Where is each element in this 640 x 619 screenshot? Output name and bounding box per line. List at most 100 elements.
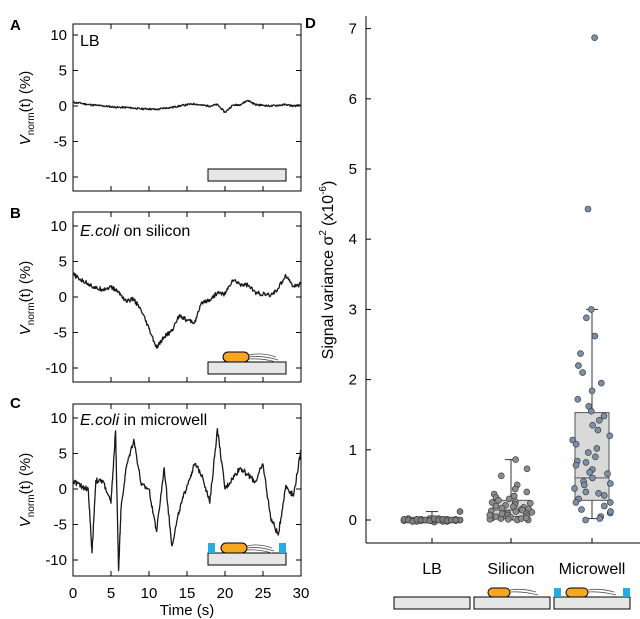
data-point bbox=[575, 362, 582, 369]
microwell-wall-left-icon bbox=[554, 588, 561, 597]
data-point bbox=[569, 436, 577, 444]
data-point bbox=[577, 350, 584, 357]
data-point bbox=[591, 34, 598, 42]
silicon-bacterium-icon bbox=[487, 587, 511, 598]
data-point bbox=[593, 445, 601, 452]
data-point bbox=[604, 470, 611, 478]
bacterium-icon bbox=[220, 542, 248, 554]
microwell-wall-right-icon bbox=[279, 543, 286, 553]
y-tick-label: 0 bbox=[349, 512, 357, 529]
substrate-icon bbox=[207, 552, 287, 566]
microwell-bacterium-icon bbox=[565, 587, 589, 598]
y-tick-label: 7 bbox=[349, 21, 357, 38]
data-point bbox=[607, 508, 614, 515]
data-point bbox=[523, 465, 531, 473]
data-point bbox=[582, 516, 589, 524]
x-tick-label: 10 bbox=[141, 585, 158, 602]
data-point bbox=[505, 495, 513, 503]
data-point bbox=[497, 472, 505, 480]
data-point bbox=[452, 516, 460, 524]
y-tick-label: 10 bbox=[50, 218, 67, 235]
bacterium-icon bbox=[222, 351, 250, 363]
x-tick-label: 0 bbox=[69, 585, 77, 602]
data-point bbox=[582, 488, 590, 496]
y-tick-label: 10 bbox=[50, 27, 67, 44]
data-point bbox=[586, 468, 593, 476]
panel-a: A LB 10 5 0 -5 -10 Vnorm(t) (%) bbox=[10, 17, 302, 192]
data-point bbox=[571, 485, 578, 492]
y-tick-label: -5 bbox=[54, 134, 67, 151]
data-point bbox=[522, 514, 530, 522]
data-point bbox=[580, 481, 588, 489]
panel-a-trace bbox=[72, 99, 302, 114]
data-point bbox=[512, 456, 519, 463]
panel-c-trace bbox=[72, 427, 302, 572]
microwell-flagella-icon bbox=[587, 588, 617, 596]
data-point bbox=[600, 412, 608, 420]
substrate-icon bbox=[207, 168, 287, 182]
data-point bbox=[582, 459, 590, 466]
data-point bbox=[595, 489, 602, 497]
panel-letter-b: B bbox=[10, 205, 21, 222]
data-point bbox=[587, 306, 595, 313]
y-tick-label: 0 bbox=[59, 289, 67, 306]
microwell-substrate-icon bbox=[553, 596, 631, 610]
x-tick-label: 20 bbox=[217, 585, 234, 602]
data-point bbox=[572, 461, 580, 469]
data-point bbox=[594, 426, 602, 434]
panel-a-axes bbox=[72, 23, 302, 192]
data-point bbox=[600, 492, 608, 499]
y-tick-label: 5 bbox=[59, 446, 67, 463]
panel-d-boxes bbox=[413, 308, 610, 523]
y-tick-label: -10 bbox=[45, 552, 67, 569]
data-point bbox=[597, 379, 605, 387]
y-tick-label: 5 bbox=[59, 63, 67, 80]
flagella-icon bbox=[246, 544, 275, 554]
silicon-substrate-icon bbox=[473, 596, 551, 610]
panel-c-y-ticks: 10 5 0 -5 -10 bbox=[45, 410, 301, 569]
data-point bbox=[584, 449, 592, 456]
y-tick-label: 2 bbox=[349, 372, 357, 389]
microwell-wall-left-icon bbox=[208, 543, 215, 553]
y-tick-label: -10 bbox=[45, 169, 67, 186]
x-tick-label: 25 bbox=[255, 585, 272, 602]
data-point bbox=[495, 496, 502, 504]
panel-b: B E.coli on silicon 10 5 0 -5 -10 Vnorm(t) (… bbox=[10, 205, 302, 383]
data-point bbox=[587, 407, 595, 415]
data-point bbox=[589, 474, 596, 482]
data-point bbox=[592, 453, 599, 461]
data-point bbox=[523, 488, 531, 496]
data-point bbox=[572, 499, 580, 506]
y-tick-label: 1 bbox=[349, 442, 357, 459]
panel-letter-a: A bbox=[10, 17, 21, 34]
data-point bbox=[606, 499, 614, 506]
panel-c-ylabel: Vnorm(t) (%) bbox=[17, 453, 37, 527]
panel-a-ylabel: Vnorm(t) (%) bbox=[17, 71, 37, 145]
lb-substrate-icon bbox=[393, 596, 471, 610]
substrate-icon bbox=[207, 361, 287, 375]
panel-c-label: E.coli in microwell bbox=[80, 412, 207, 429]
y-tick-label: 0 bbox=[59, 481, 67, 498]
panel-d: D 0 1 2 3 4 5 6 7 LB Silicon Microwell Signal var… bbox=[305, 15, 640, 610]
data-point bbox=[511, 485, 519, 493]
panel-c: C E.coli in microwell 10 5 0 -5 -10 0 5 10 15 20… bbox=[10, 395, 309, 619]
panel-a-inset bbox=[207, 168, 287, 182]
panel-letter-c: C bbox=[10, 395, 21, 412]
microwell-wall-right-icon bbox=[623, 588, 630, 597]
y-tick-label: 6 bbox=[349, 91, 357, 108]
y-tick-label: 4 bbox=[349, 231, 357, 248]
data-point bbox=[498, 504, 506, 512]
y-tick-label: 3 bbox=[349, 301, 357, 318]
panel-a-y-ticks: 10 5 0 -5 -10 bbox=[45, 24, 302, 191]
y-tick-label: -5 bbox=[54, 325, 67, 342]
panel-d-category-icons bbox=[393, 587, 631, 610]
data-point bbox=[578, 506, 585, 513]
y-tick-label: 0 bbox=[59, 98, 67, 115]
panel-b-ylabel: Vnorm(t) (%) bbox=[17, 261, 37, 335]
data-point bbox=[584, 205, 592, 213]
data-point bbox=[486, 511, 494, 519]
data-point bbox=[595, 416, 603, 424]
data-point bbox=[456, 508, 464, 515]
data-point bbox=[498, 510, 506, 518]
